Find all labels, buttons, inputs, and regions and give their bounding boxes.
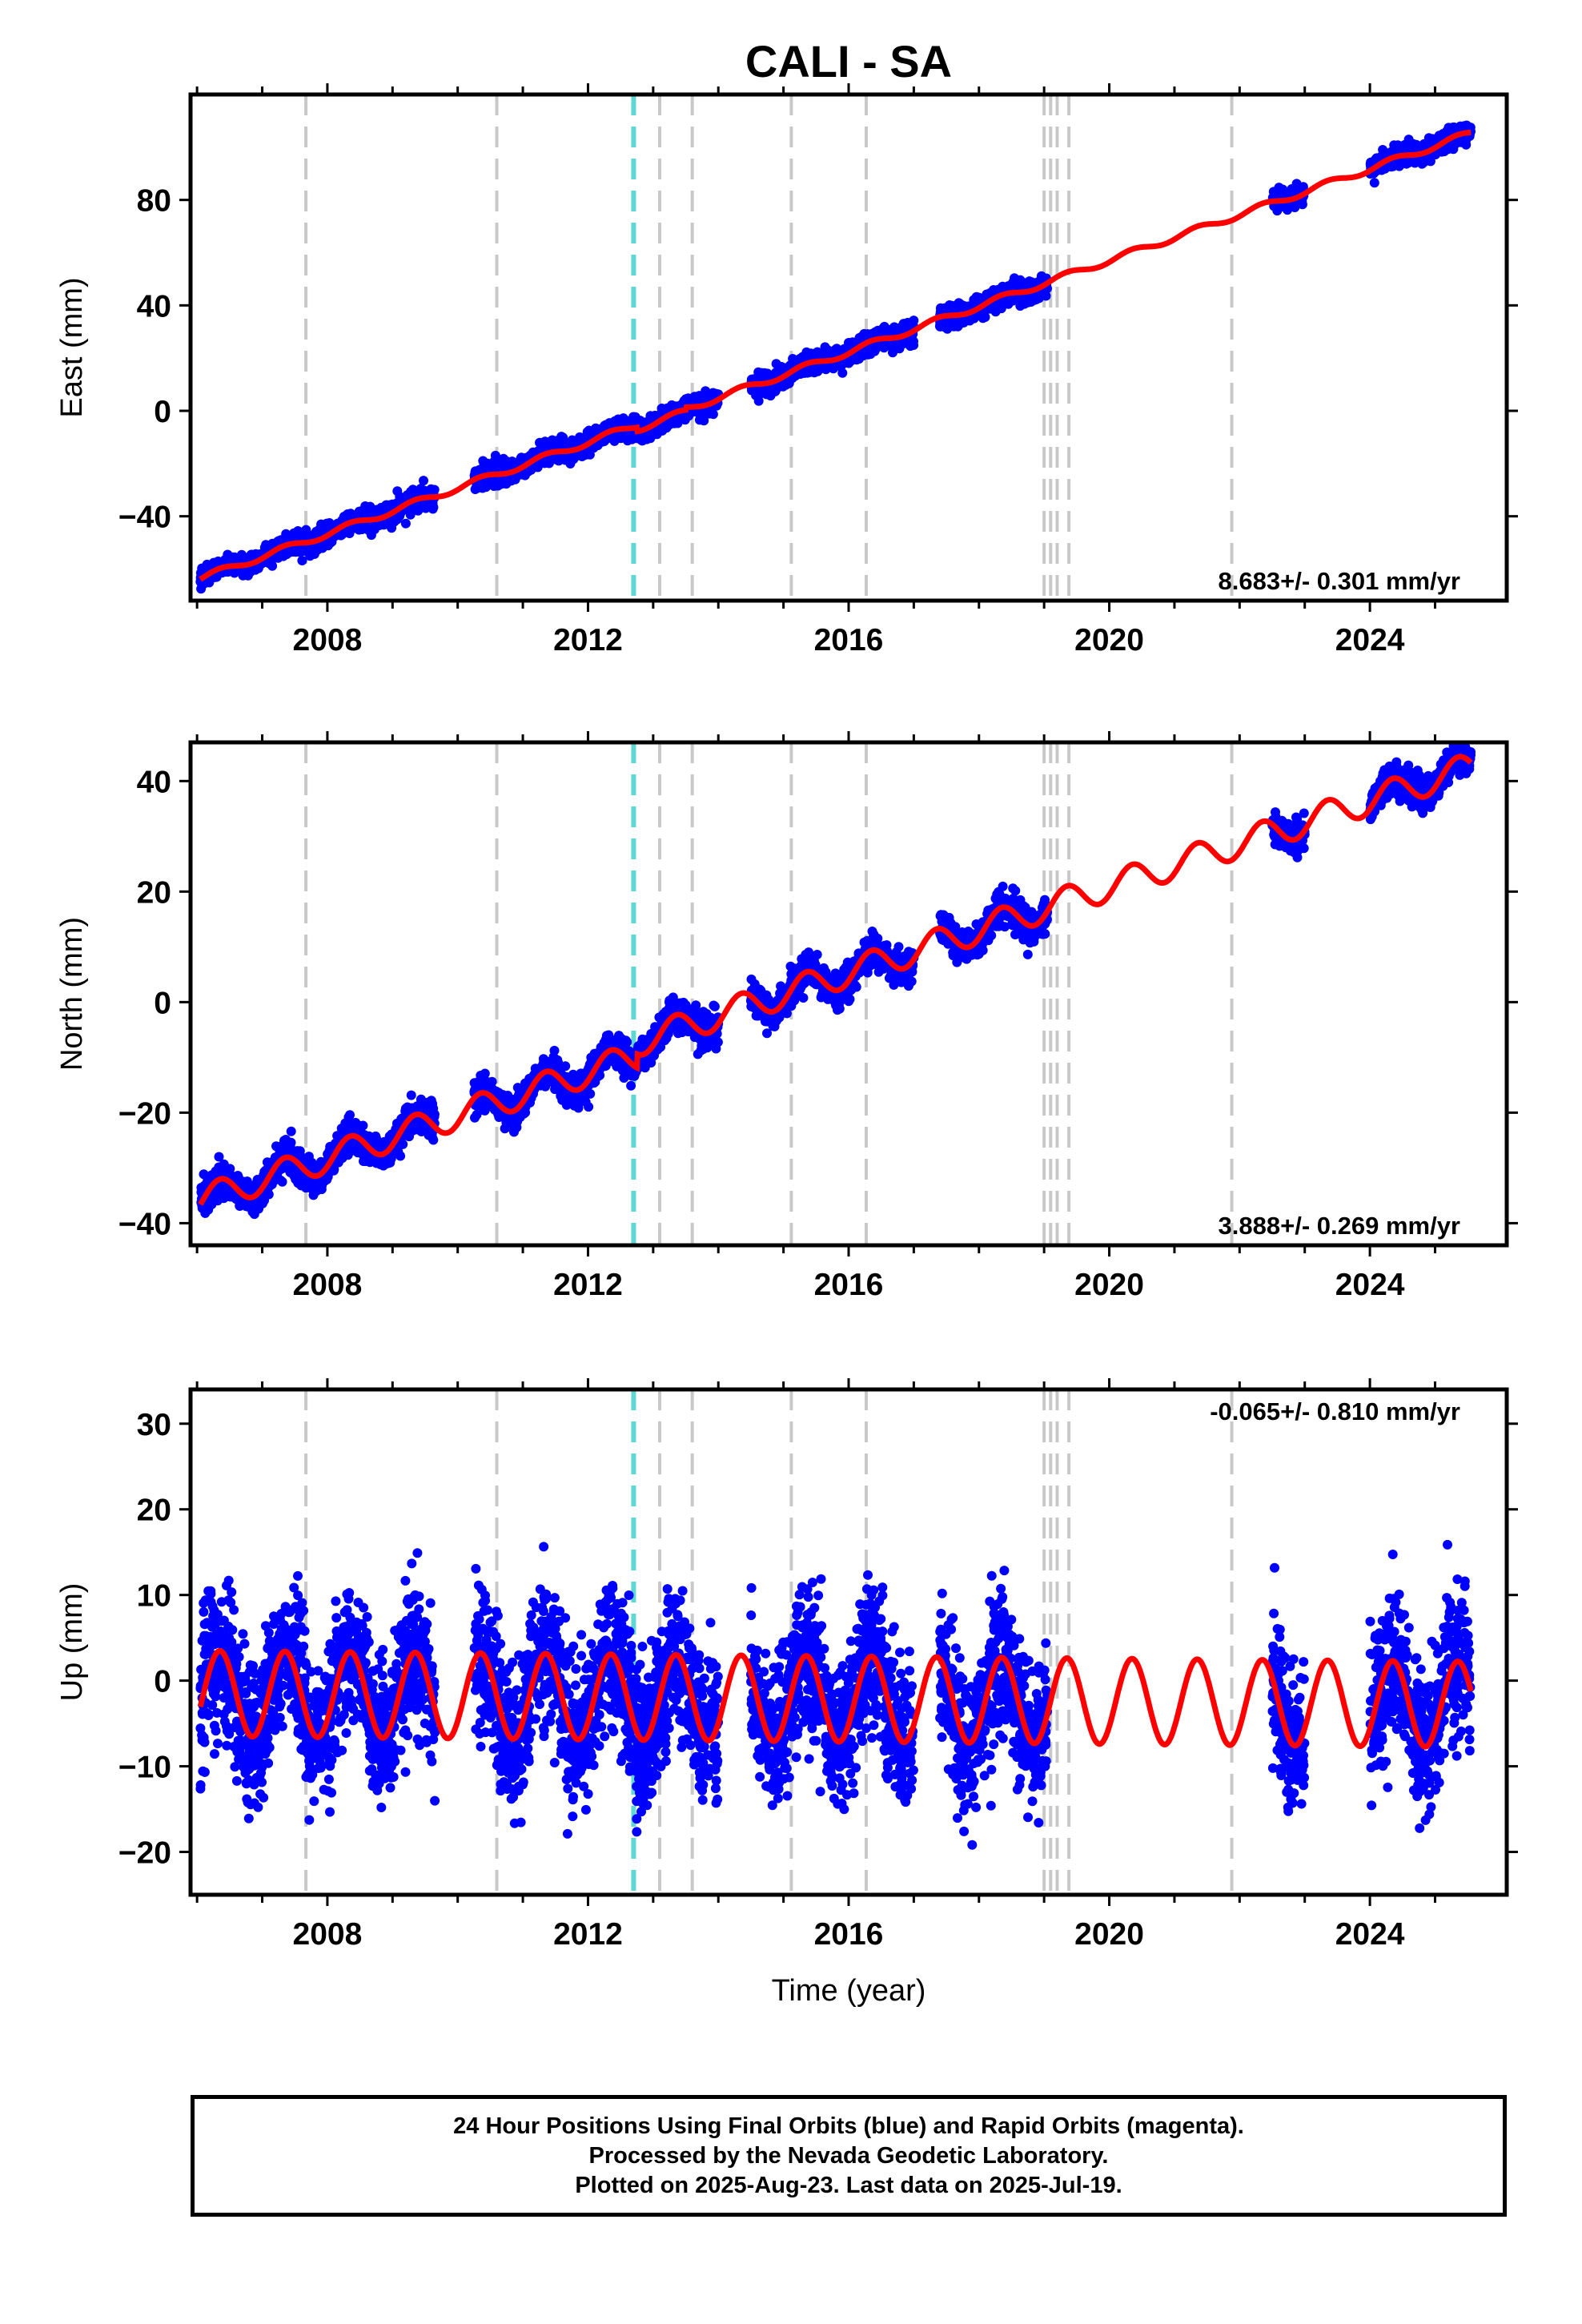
x-tick-label: 2016 xyxy=(814,623,884,657)
position-point xyxy=(863,349,873,360)
position-point xyxy=(335,530,346,541)
velocity-label: 8.683+/- 0.301 mm/yr xyxy=(1219,567,1460,595)
position-points xyxy=(196,742,1476,1220)
position-point xyxy=(263,558,274,569)
position-point xyxy=(416,484,426,493)
position-point xyxy=(945,303,955,313)
position-point xyxy=(753,367,764,377)
position-point xyxy=(297,556,307,565)
position-point xyxy=(1022,297,1033,308)
position-point xyxy=(392,486,403,497)
position-point xyxy=(859,328,869,339)
plot-area xyxy=(196,742,1476,1245)
position-point xyxy=(957,317,967,328)
position-point xyxy=(637,436,648,446)
position-point xyxy=(400,518,411,529)
position-point xyxy=(1291,179,1302,189)
position-point xyxy=(299,543,309,553)
position-point xyxy=(1369,178,1379,188)
x-tick-label: 2012 xyxy=(553,623,623,657)
figure-title: CALI - SA xyxy=(745,36,952,86)
position-point xyxy=(909,336,918,347)
position-point xyxy=(1009,279,1019,289)
position-point xyxy=(889,340,899,350)
position-point xyxy=(286,547,295,557)
position-point xyxy=(370,523,380,533)
position-point xyxy=(532,462,543,472)
x-tick-label: 2008 xyxy=(293,623,363,657)
x-tick-label: 2020 xyxy=(1074,623,1144,657)
east-panel: 2008 2012 2016 2020 2024 −40 0 40 80 East (mm) 8.6… xyxy=(55,83,1518,657)
position-point xyxy=(837,368,848,378)
position-point xyxy=(854,354,864,364)
y-tick-label: 0 xyxy=(154,395,171,429)
x-tick-label: 2024 xyxy=(1335,623,1405,657)
position-point xyxy=(301,525,311,535)
plot-area xyxy=(195,94,1476,601)
position-point xyxy=(630,412,640,423)
position-point xyxy=(366,505,375,515)
position-point xyxy=(935,321,946,332)
position-point xyxy=(543,457,553,468)
y-tick-label: −40 xyxy=(118,501,171,535)
position-point xyxy=(753,396,764,406)
position-point xyxy=(669,418,679,428)
y-tick-label: 40 xyxy=(137,289,171,324)
y-tick-label: 80 xyxy=(137,184,171,219)
position-point xyxy=(407,504,417,514)
position-point xyxy=(199,564,210,574)
y-axis-label: East (mm) xyxy=(55,277,89,417)
position-point xyxy=(406,1090,416,1100)
position-point xyxy=(253,563,263,573)
position-point xyxy=(419,476,428,486)
position-point xyxy=(762,389,773,400)
position-point xyxy=(223,554,233,565)
